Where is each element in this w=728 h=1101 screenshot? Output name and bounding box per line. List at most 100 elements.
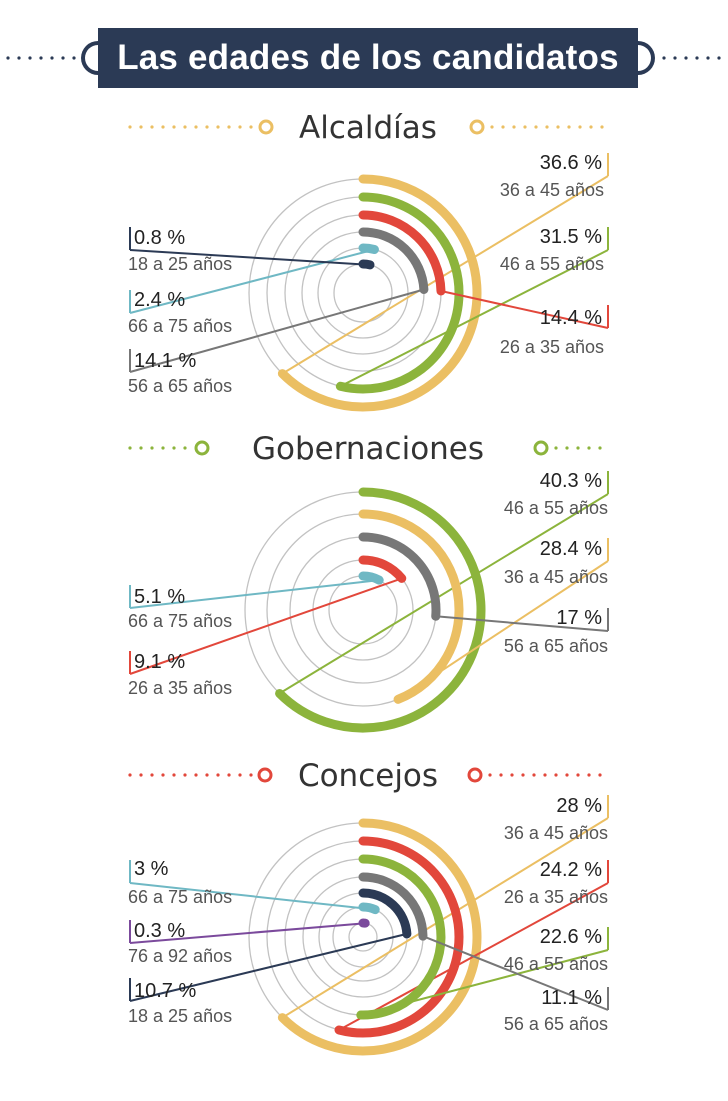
title-dots <box>490 125 494 129</box>
leader-line <box>129 288 425 373</box>
data-label-value: 3 % <box>134 858 169 880</box>
banner-dots <box>50 56 54 60</box>
banner-dots <box>717 56 721 60</box>
radial-bar <box>275 487 486 733</box>
banner-dots <box>695 56 699 60</box>
data-label-category: 26 a 35 años <box>499 337 604 357</box>
title-dots <box>576 773 580 777</box>
title-dots <box>150 125 154 129</box>
data-label-value: 31.5 % <box>539 226 602 248</box>
title-dots <box>534 125 538 129</box>
data-label-category: 66 a 75 años <box>128 887 233 907</box>
leader-line <box>129 248 375 314</box>
data-label-value: 14.1 % <box>134 350 197 372</box>
radial-bar <box>335 192 464 394</box>
title-dots <box>227 125 231 129</box>
title-dots <box>205 125 209 129</box>
title-dots <box>598 446 602 450</box>
leader-line <box>339 249 609 388</box>
title-dots <box>545 125 549 129</box>
banner-dots <box>61 56 65 60</box>
title-ring-icon <box>469 119 485 135</box>
data-label-value: 0.3 % <box>134 920 186 942</box>
banner-dots <box>72 56 76 60</box>
title-dots <box>194 125 198 129</box>
title-dots <box>150 446 154 450</box>
title-dots <box>556 125 560 129</box>
banner-dots <box>39 56 43 60</box>
title-dots <box>183 446 187 450</box>
leader-line <box>435 615 609 632</box>
banner-dots <box>706 56 710 60</box>
data-label-category: 36 a 45 años <box>499 180 604 200</box>
data-label-category: 56 a 65 años <box>503 1014 608 1034</box>
leader-line <box>129 922 366 944</box>
title-dots <box>554 446 558 450</box>
leader-line <box>129 932 408 1002</box>
title-dots <box>172 125 176 129</box>
leader-line <box>281 175 609 375</box>
banner-dots <box>28 56 32 60</box>
title-dots <box>589 125 593 129</box>
leader-line <box>422 935 609 1011</box>
title-dots <box>543 773 547 777</box>
data-label-value: 11.1 % <box>541 987 602 1009</box>
data-label-value: 5.1 % <box>134 586 186 608</box>
banner-dots <box>17 56 21 60</box>
title-ring-icon <box>467 767 483 783</box>
title-dots <box>600 125 604 129</box>
guide-ring <box>332 906 394 968</box>
title-dots <box>139 125 143 129</box>
data-label-value: 9.1 % <box>134 651 186 673</box>
title-dots <box>128 446 132 450</box>
title-dots <box>249 773 253 777</box>
title-dots <box>216 125 220 129</box>
banner-dots <box>684 56 688 60</box>
data-label-category: 46 a 55 años <box>503 498 608 518</box>
data-label-category: 36 a 45 años <box>503 823 608 843</box>
title-dots <box>139 773 143 777</box>
banner-dots <box>6 56 10 60</box>
title-dots <box>172 773 176 777</box>
title-dots <box>598 773 602 777</box>
data-label-value: 28 % <box>556 795 602 817</box>
title-dots <box>172 446 176 450</box>
title-dots <box>161 125 165 129</box>
title-dots <box>576 446 580 450</box>
title-ring-icon <box>533 440 549 456</box>
data-label-value: 40.3 % <box>539 470 602 492</box>
title-dots <box>587 446 591 450</box>
guide-ring <box>328 575 398 645</box>
title-dots <box>567 125 571 129</box>
title-dots <box>554 773 558 777</box>
leader-line <box>397 560 609 701</box>
title-dots <box>565 773 569 777</box>
banner-dots <box>662 56 666 60</box>
chart-title-concejos: Concejos <box>297 758 439 794</box>
radial-bar <box>358 210 446 296</box>
title-dots <box>150 773 154 777</box>
leader-line <box>129 882 376 911</box>
banner-dots <box>673 56 677 60</box>
radial-bar <box>277 818 482 1056</box>
title-dots <box>510 773 514 777</box>
title-dots <box>161 773 165 777</box>
data-label-category: 56 a 65 años <box>128 376 233 396</box>
title-dots <box>512 125 516 129</box>
data-label-value: 36.6 % <box>539 152 602 174</box>
title-dots <box>238 773 242 777</box>
title-dots <box>501 125 505 129</box>
title-ring-icon <box>258 119 274 135</box>
radial-bar <box>358 888 412 939</box>
title-dots <box>488 773 492 777</box>
data-label-category: 18 a 25 años <box>128 1006 233 1026</box>
data-label-category: 18 a 25 años <box>128 254 233 274</box>
data-label-value: 14.4 % <box>539 307 602 329</box>
title-dots <box>521 773 525 777</box>
title-ring-icon <box>194 440 210 456</box>
title-dots <box>183 773 187 777</box>
data-label-value: 22.6 % <box>539 926 602 948</box>
radial-bar <box>334 836 464 1038</box>
data-label-value: 24.2 % <box>539 859 602 881</box>
radial-bar <box>358 872 428 941</box>
